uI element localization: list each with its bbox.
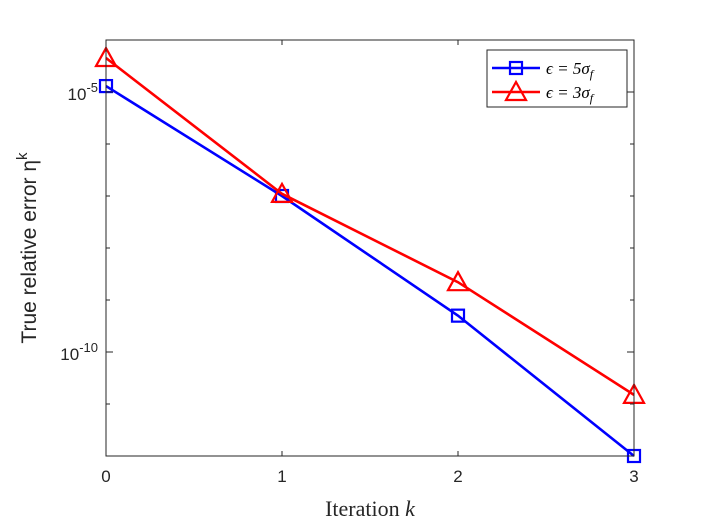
y-tick-label: 10-5	[68, 80, 98, 104]
y-tick-label: 10-10	[60, 340, 98, 364]
y-axis-label: True relative error ηk	[14, 152, 41, 344]
data-point	[446, 269, 470, 292]
x-tick-label: 0	[101, 467, 110, 486]
x-tick-label: 1	[277, 467, 286, 486]
y-axis: 10-5 10-10	[60, 39, 634, 457]
data-point	[270, 181, 294, 203]
legend-marker	[508, 60, 524, 76]
legend-entry: ϵ = 5σf	[492, 59, 595, 81]
legend-label: ϵ = 3σf	[546, 83, 595, 105]
x-tick-label: 3	[629, 467, 638, 486]
series-line	[105, 84, 635, 458]
series-line	[105, 57, 635, 396]
x-tick-label: 2	[453, 467, 462, 486]
legend-marker	[504, 79, 528, 102]
legend-box	[486, 49, 628, 108]
x-axis: 0 1 2 3	[101, 40, 639, 486]
plot-area	[94, 45, 646, 464]
x-axis-label: Iteration k	[325, 496, 416, 521]
data-point	[450, 308, 466, 323]
series-square	[98, 78, 642, 464]
legend-entry: ϵ = 3σf	[492, 79, 595, 105]
legend-label: ϵ = 5σf	[546, 59, 595, 81]
